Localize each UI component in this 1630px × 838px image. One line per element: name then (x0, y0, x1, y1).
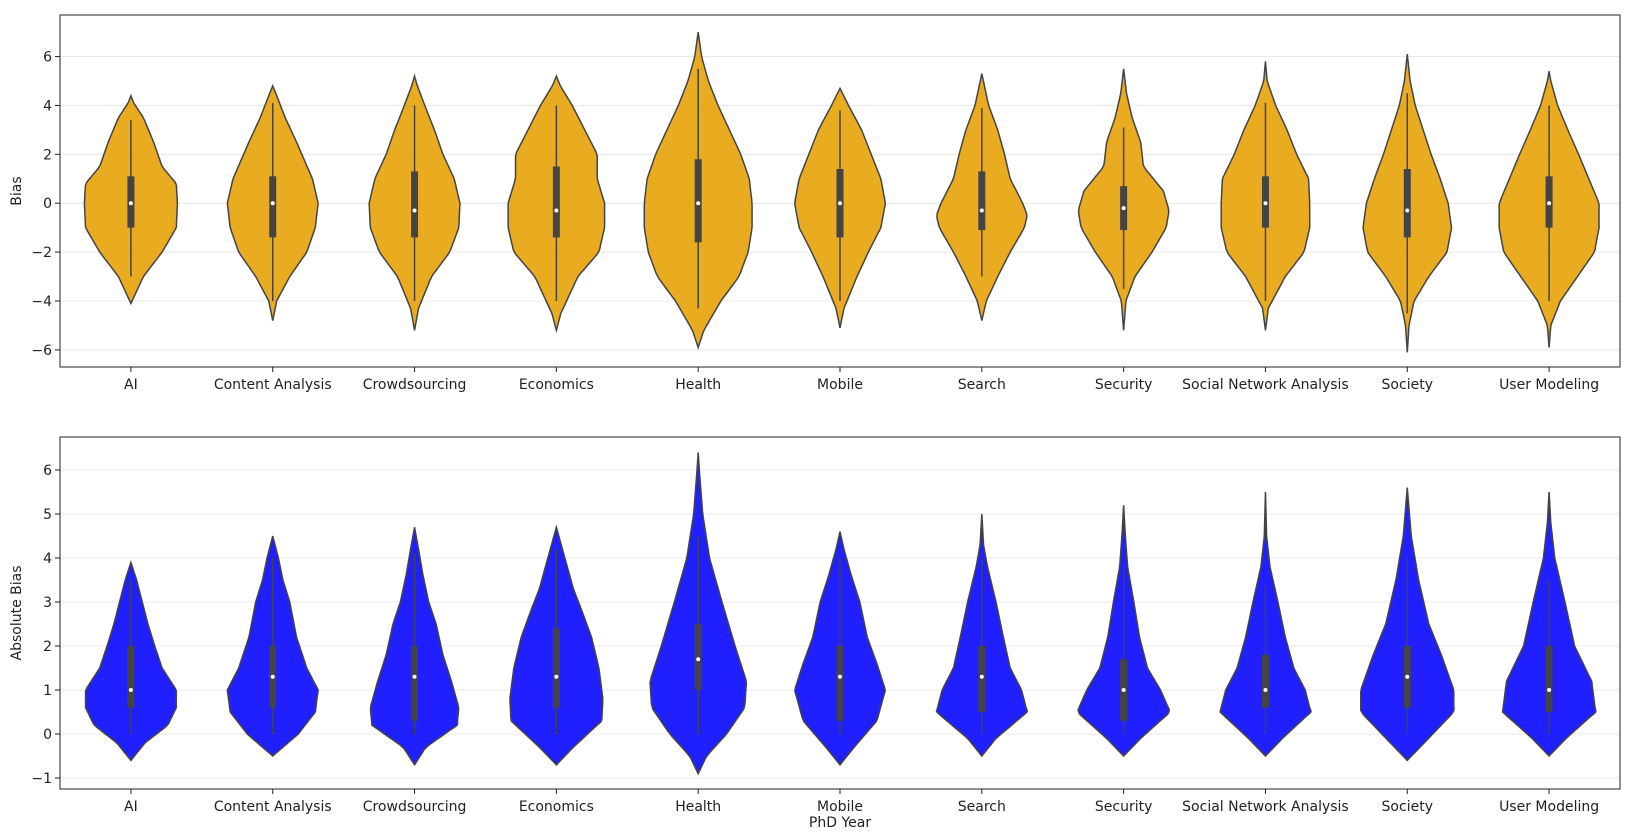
violin-median (270, 674, 275, 679)
x-tick-label: Security (1095, 377, 1153, 393)
violin-median (412, 674, 417, 679)
x-tick-label: Social Network Analysis (1182, 377, 1349, 393)
x-tick-label: Health (675, 377, 721, 393)
violin-iqr-box (978, 646, 986, 712)
violin-median (979, 674, 984, 679)
y-tick-label: 3 (43, 595, 52, 611)
x-axis-label: PhD Year (809, 815, 871, 831)
y-tick-label: −4 (31, 294, 52, 310)
x-tick-label: Economics (519, 377, 594, 393)
y-axis-label: Bias (9, 176, 25, 205)
violin-median (838, 201, 842, 206)
y-tick-label: −2 (31, 245, 52, 261)
y-tick-label: 0 (43, 196, 52, 212)
violin-iqr-box (269, 176, 277, 238)
y-tick-label: 4 (43, 551, 52, 567)
violin-median (412, 208, 417, 213)
violin-median (128, 201, 133, 206)
violin-median (1121, 206, 1126, 211)
violin-median (270, 201, 275, 206)
x-tick-label: Content Analysis (214, 377, 332, 393)
x-tick-label: Security (1095, 799, 1153, 815)
y-tick-label: 6 (43, 463, 52, 479)
y-axis-label: Absolute Bias (9, 565, 25, 660)
violin-median (1121, 688, 1126, 692)
violin-median (1263, 201, 1268, 206)
bias-violin-panel: −6 −4 −2 0 2 4 6 AI Content Analysis Crowdsourcin… (9, 14, 1621, 393)
violin-iqr-box (127, 646, 135, 708)
violin-iqr-box (978, 171, 986, 231)
violin-median (1405, 674, 1410, 679)
y-tick-label: 0 (43, 727, 52, 743)
y-tick-label: −1 (31, 771, 52, 787)
y-tick-label: 1 (43, 683, 52, 699)
violin-iqr-box (552, 628, 560, 708)
violin-iqr-box (411, 646, 419, 721)
x-tick-label: AI (124, 799, 138, 815)
violin-median (128, 688, 133, 692)
violin-median (696, 201, 701, 206)
y-tick-label: −6 (31, 343, 52, 359)
x-tick-label: Economics (519, 799, 594, 815)
y-tick-label: 5 (43, 507, 52, 523)
x-tick-label: User Modeling (1499, 377, 1599, 393)
x-tick-label: User Modeling (1499, 799, 1599, 815)
x-tick-label: Crowdsourcing (363, 799, 467, 815)
x-tick-label: Social Network Analysis (1182, 799, 1349, 815)
y-tick-label: 4 (43, 98, 52, 114)
violin-iqr-box (411, 171, 419, 238)
violin-iqr-box (694, 624, 702, 690)
violin-iqr-box (1545, 646, 1553, 712)
x-tick-label: Search (958, 799, 1006, 815)
violin-median (838, 674, 842, 679)
y-tick-label: 2 (43, 639, 52, 655)
violin-iqr-box (1403, 169, 1411, 238)
violin-median (554, 674, 559, 679)
absolute-bias-violin-panel: −1 0 1 2 3 4 5 6 AI Content Analysis Crowdsourcing… (9, 436, 1621, 831)
violin-median (979, 208, 984, 213)
violin-iqr-box (694, 159, 702, 243)
violin-iqr-box (1261, 654, 1269, 708)
x-tick-label: Mobile (817, 377, 863, 393)
x-tick-label: Search (958, 377, 1006, 393)
x-tick-label: Crowdsourcing (363, 377, 467, 393)
y-tick-label: 6 (43, 50, 52, 66)
x-tick-label: Health (675, 799, 721, 815)
x-tick-label: AI (124, 377, 138, 393)
violin-median (1263, 688, 1268, 692)
violin-median (696, 657, 701, 662)
violin-median (1547, 688, 1552, 692)
violin-median (1547, 201, 1552, 206)
violin-median (1405, 208, 1410, 213)
x-tick-label: Content Analysis (214, 799, 332, 815)
x-tick-label: Society (1382, 799, 1433, 815)
x-tick-label: Society (1382, 377, 1433, 393)
violin-iqr-box (836, 646, 844, 721)
x-tick-label: Mobile (817, 799, 863, 815)
violin-iqr-box (552, 166, 560, 238)
y-tick-label: 2 (43, 147, 52, 163)
violin-median (554, 208, 559, 213)
